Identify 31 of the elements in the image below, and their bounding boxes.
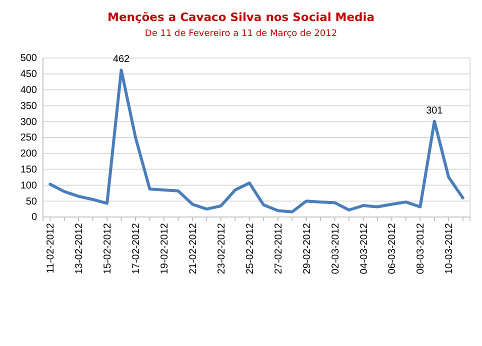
x-tick-label: 13-02-2012	[74, 222, 86, 274]
y-tick-label: 350	[20, 100, 38, 112]
x-tick-label: 19-02-2012	[159, 222, 170, 274]
x-tick-label: 02-03-2012	[330, 222, 342, 274]
y-tick-label: 50	[26, 196, 38, 208]
line-series	[48, 68, 464, 214]
data-label: 462	[112, 54, 130, 66]
x-tick-label: 08-03-2012	[416, 222, 427, 274]
x-tick-label: 17-02-2012	[131, 222, 142, 274]
y-tick-label: 250	[20, 132, 38, 144]
data-label: 301	[426, 105, 444, 116]
x-tick-label: 15-02-2012	[102, 222, 114, 274]
y-tick-label: 0	[31, 212, 38, 224]
x-tick-label: 21-02-2012	[188, 222, 199, 274]
y-tick-label: 300	[20, 116, 38, 128]
x-tick-label: 11-02-2012	[46, 222, 57, 274]
x-tick-label: 04-03-2012	[358, 222, 370, 274]
y-tick-label: 200	[20, 148, 38, 160]
y-tick-label: 100	[20, 180, 38, 192]
y-tick-label: 150	[20, 164, 38, 176]
x-tick-label: 10-03-2012	[444, 222, 456, 274]
y-tick-label: 450	[20, 69, 38, 80]
x-tick-label: 06-03-2012	[387, 222, 398, 274]
y-tick-label: 500	[20, 53, 38, 64]
x-tick-label: 29-02-2012	[302, 222, 313, 274]
chart-title: Menções a Cavaco Silva nos Social Media	[108, 10, 374, 24]
y-tick-label: 400	[20, 85, 38, 96]
x-tick-label: 23-02-2012	[216, 222, 228, 274]
chart-subtitle: De 11 de Fevereiro a 11 de Março de 2012	[144, 29, 338, 39]
x-tick-label: 27-02-2012	[273, 222, 284, 274]
x-tick-label: 25-02-2012	[244, 222, 256, 274]
